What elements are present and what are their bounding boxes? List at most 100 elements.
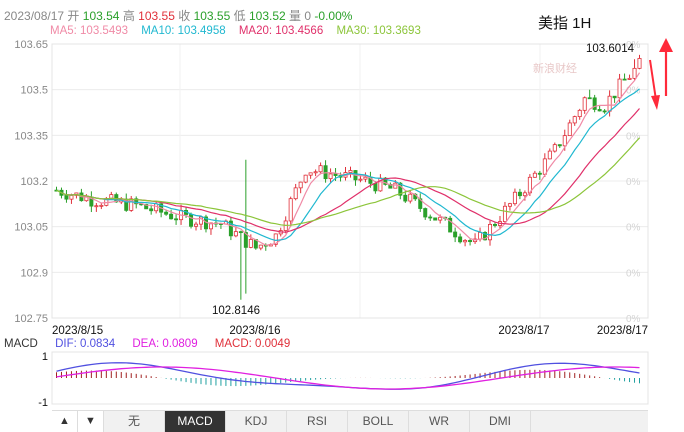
candle-body: [567, 122, 572, 137]
open-value: 103.54: [82, 9, 120, 23]
volume-label: 量: [289, 9, 302, 23]
tab-boll[interactable]: BOLL: [348, 411, 409, 432]
candle-body: [208, 222, 213, 230]
macd-chart[interactable]: 1 -1: [0, 348, 684, 408]
close-label: 收: [178, 9, 191, 23]
macd-frame: [51, 351, 649, 405]
macd-legend: MACD DIF: 0.0834 DEA: 0.0809 MACD: 0.004…: [4, 338, 304, 350]
macd-y-tick: -1: [38, 397, 48, 408]
macd-value-legend: MACD: 0.0049: [214, 338, 291, 350]
candle-body: [428, 216, 433, 219]
candle-body: [129, 198, 134, 211]
candle-body: [288, 198, 293, 222]
candle-body: [557, 144, 562, 147]
candle-body: [164, 211, 169, 215]
ma10-legend: MA10: 103.4958: [141, 25, 226, 37]
candle-body: [358, 178, 363, 181]
candle-body: [463, 240, 468, 243]
candle-body: [348, 170, 353, 173]
pct-tick-label: 0%: [626, 86, 641, 97]
candle-body: [517, 191, 522, 197]
candle-body: [507, 203, 512, 207]
candle-body: [308, 172, 313, 176]
candle-body: [144, 203, 149, 210]
x-tick-label: 2023/8/15: [52, 325, 103, 336]
candle-body: [478, 232, 483, 240]
candle-body: [169, 213, 174, 220]
candle-body: [298, 181, 303, 189]
plot-frame: [51, 43, 649, 319]
down-arrow-icon: [651, 95, 660, 110]
candle-body: [537, 172, 542, 175]
candle-body: [458, 236, 463, 243]
candle-body: [383, 177, 388, 185]
candle-body: [592, 97, 597, 110]
candle-body: [149, 208, 154, 212]
candle-body: [448, 217, 453, 233]
nav-down-button[interactable]: ▼: [78, 411, 104, 432]
price-chart[interactable]: 新浪财经 103.65 103.5 103.35 103.2 103.05 102.9 10…: [0, 0, 684, 336]
y-tick-label: 103.65: [14, 39, 48, 51]
ma-legend: MA5: 103.5493 MA10: 103.4958 MA20: 103.4…: [50, 25, 431, 37]
candle-body: [233, 231, 238, 237]
close-value: 103.55: [193, 9, 231, 23]
scroll-arrows[interactable]: [649, 38, 673, 110]
triangle-up-icon: ▲: [59, 415, 70, 427]
x-tick-label: 2023/8/17: [597, 325, 648, 336]
tab-none[interactable]: 无: [104, 411, 165, 432]
ma30-legend: MA30: 103.3693: [336, 25, 421, 37]
low-value: 103.52: [248, 9, 286, 23]
tab-empty: [531, 411, 648, 432]
candle-body: [587, 97, 592, 100]
candle-body: [637, 58, 642, 69]
y-tick-label: 103.05: [14, 222, 48, 234]
candle-body: [453, 231, 458, 238]
candle-body: [582, 97, 587, 111]
ma5-legend: MA5: 103.5493: [50, 25, 129, 37]
macd-label: MACD: [4, 338, 38, 350]
tab-wr[interactable]: WR: [409, 411, 470, 432]
tab-macd[interactable]: MACD: [165, 411, 226, 432]
candle-body: [483, 232, 488, 241]
ma20-legend: MA20: 103.4566: [238, 25, 324, 37]
tab-dmi[interactable]: DMI: [470, 411, 531, 432]
symbol-title: 美指 1H: [538, 15, 592, 32]
candle-body: [562, 135, 567, 147]
candle-body: [438, 216, 443, 221]
candle-body: [433, 217, 438, 221]
x-tick-label: 2023/8/17: [498, 325, 549, 336]
dif-legend: DIF: 0.0834: [55, 338, 116, 350]
candle-body: [198, 216, 203, 225]
candle-body: [398, 182, 403, 196]
triangle-down-icon: ▼: [85, 415, 96, 427]
candle-body: [617, 78, 622, 99]
candle-body: [238, 231, 243, 234]
nav-up-button[interactable]: ▲: [52, 411, 78, 432]
candle-body: [492, 223, 497, 226]
candle-body: [627, 77, 632, 80]
candle-body: [194, 223, 199, 227]
candle-body: [423, 208, 428, 218]
down-arrow-shaft: [649, 59, 657, 101]
high-annotation: 103.6014: [586, 43, 635, 55]
pct-tick-label: 0%: [626, 223, 641, 234]
pct-tick-label: 0%: [626, 268, 641, 279]
candle-body: [622, 78, 627, 81]
candle-body: [228, 220, 233, 237]
ma30-line: [56, 137, 640, 227]
candle-body: [293, 187, 298, 200]
watermark: 新浪财经: [533, 61, 577, 75]
tab-rsi[interactable]: RSI: [287, 411, 348, 432]
y-tick-label: 102.75: [14, 313, 48, 325]
candle-body: [488, 223, 493, 241]
low-annotation: 102.8146: [212, 305, 260, 317]
candle-body: [532, 172, 537, 178]
dea-line: [56, 366, 640, 390]
candle-body: [313, 171, 318, 174]
candle-body: [512, 191, 517, 205]
candle-body: [542, 158, 547, 175]
candle-body: [547, 150, 552, 160]
candle-body: [328, 173, 333, 180]
tab-kdj[interactable]: KDJ: [226, 411, 287, 432]
